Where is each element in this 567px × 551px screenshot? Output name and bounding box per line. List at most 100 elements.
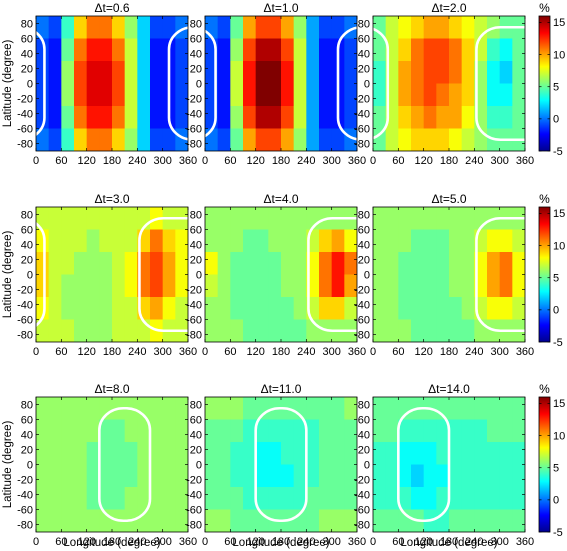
x-tick-label: 60 bbox=[224, 155, 236, 167]
y-tick-label: 20 bbox=[358, 444, 370, 456]
heatmap-cell bbox=[449, 319, 463, 342]
y-tick-label: -60 bbox=[17, 314, 33, 326]
heatmap-cell bbox=[293, 297, 307, 321]
contour-group bbox=[475, 216, 525, 333]
heatmap-cell bbox=[449, 419, 463, 443]
heatmap-cell bbox=[449, 38, 463, 62]
heatmap-cell bbox=[86, 128, 100, 151]
heatmap-cell bbox=[331, 419, 345, 443]
heatmap-cell bbox=[411, 442, 425, 466]
heatmap-cell bbox=[255, 319, 269, 342]
heatmap-cell bbox=[512, 509, 525, 532]
heatmap-cell bbox=[99, 83, 113, 107]
x-tick-label: 0 bbox=[370, 346, 376, 358]
heatmap-cell bbox=[411, 319, 425, 342]
heatmap-cell bbox=[243, 419, 257, 443]
y-tick-label: -20 bbox=[186, 284, 202, 296]
heatmap-cell bbox=[512, 106, 525, 130]
heatmap-cell bbox=[217, 229, 231, 253]
heatmap-cell bbox=[449, 61, 463, 85]
heatmap-cell bbox=[205, 274, 219, 298]
heatmap-cell bbox=[449, 509, 463, 532]
heatmap-cell bbox=[255, 61, 269, 85]
heatmap-cell bbox=[48, 487, 62, 511]
colorbar-unit: % bbox=[539, 1, 550, 15]
heatmap-cell bbox=[331, 16, 345, 40]
colorbar-tick-label: 5 bbox=[553, 273, 559, 285]
panel-3: 0 60 120 180 240 300 360 80 60 40 20 0 -20 -40 -60 -80 Δ… bbox=[354, 1, 534, 167]
heatmap-cell bbox=[48, 319, 62, 342]
heatmap-cell bbox=[230, 83, 244, 107]
heatmap-cell bbox=[243, 229, 257, 253]
panel-5: 0 60 120 180 240 300 360 80 60 40 20 0 -20 -40 -60 -80 Δ… bbox=[186, 192, 366, 358]
y-axis-label: Latitude (degree) bbox=[2, 421, 14, 509]
heatmap-cell bbox=[499, 106, 513, 130]
heatmap-cell bbox=[293, 419, 307, 443]
x-tick-label: 60 bbox=[224, 536, 236, 548]
heatmap-cell bbox=[423, 252, 437, 276]
heatmap-cell bbox=[162, 128, 176, 151]
heatmap-cell bbox=[319, 252, 333, 276]
y-tick-label: -60 bbox=[354, 504, 370, 516]
heatmap-cell bbox=[150, 442, 164, 466]
heatmap-cell bbox=[449, 128, 463, 151]
heatmap-cell bbox=[150, 297, 164, 321]
labels-layer: Latitude (degree) Latitude (degree) Latitu… bbox=[2, 40, 498, 549]
heatmap-cell bbox=[499, 397, 513, 421]
heatmap-cell bbox=[230, 229, 244, 253]
heatmap-cell bbox=[255, 419, 269, 443]
contour-line bbox=[36, 30, 46, 137]
y-tick-label: 40 bbox=[21, 239, 33, 251]
heatmap-cell bbox=[36, 297, 50, 321]
heatmap-cell bbox=[499, 419, 513, 443]
heatmap-cell bbox=[175, 464, 188, 488]
y-tick-label: 80 bbox=[21, 209, 33, 221]
heatmap bbox=[205, 16, 357, 151]
heatmap-cell bbox=[137, 464, 151, 488]
heatmap-cell bbox=[411, 274, 425, 298]
heatmap-cell bbox=[373, 419, 387, 443]
heatmap-cell bbox=[217, 38, 231, 62]
heatmap-cell bbox=[243, 274, 257, 298]
heatmap-cell bbox=[36, 61, 50, 85]
colorbar-scale bbox=[538, 15, 551, 152]
y-tick-label: 0 bbox=[196, 78, 202, 90]
heatmap-cell bbox=[319, 38, 333, 62]
x-tick-label: 0 bbox=[33, 155, 39, 167]
heatmap-cell bbox=[36, 419, 50, 443]
y-tick-label: 40 bbox=[21, 48, 33, 60]
heatmap-cell bbox=[230, 509, 244, 532]
heatmap-cell bbox=[499, 464, 513, 488]
heatmap-cell bbox=[74, 106, 88, 130]
heatmap-cell bbox=[331, 487, 345, 511]
colorbar-tick-label: 15 bbox=[553, 398, 565, 410]
heatmap-cell bbox=[124, 106, 138, 130]
heatmap-cell bbox=[306, 106, 320, 130]
heatmap-cell bbox=[255, 464, 269, 488]
y-tick-label: 60 bbox=[21, 224, 33, 236]
heatmap-cell bbox=[293, 38, 307, 62]
x-tick-label: 0 bbox=[33, 536, 39, 548]
heatmap-cell bbox=[124, 487, 138, 511]
axes: 0 60 120 180 240 300 360 80 60 40 20 0 -20 -40 -60 -80 bbox=[17, 16, 197, 167]
heatmap bbox=[36, 397, 188, 532]
heatmap-cell bbox=[268, 487, 282, 511]
heatmap-cell bbox=[74, 397, 88, 421]
heatmap-cell bbox=[512, 252, 525, 276]
heatmap-cell bbox=[61, 252, 75, 276]
heatmap-cell bbox=[86, 252, 100, 276]
y-tick-label: -40 bbox=[17, 489, 33, 501]
heatmap-cell bbox=[137, 487, 151, 511]
heatmap-cell bbox=[112, 297, 126, 321]
heatmap-cell bbox=[499, 229, 513, 253]
x-tick-label: 60 bbox=[55, 536, 67, 548]
heatmap-cell bbox=[48, 229, 62, 253]
y-tick-label: 0 bbox=[364, 269, 370, 281]
heatmap-cell bbox=[175, 16, 188, 40]
x-tick-label: 300 bbox=[153, 346, 171, 358]
heatmap-cell bbox=[255, 16, 269, 40]
heatmap-cell bbox=[436, 442, 450, 466]
heatmap-cell bbox=[99, 397, 113, 421]
heatmap-cell bbox=[230, 487, 244, 511]
heatmap-cell bbox=[162, 297, 176, 321]
